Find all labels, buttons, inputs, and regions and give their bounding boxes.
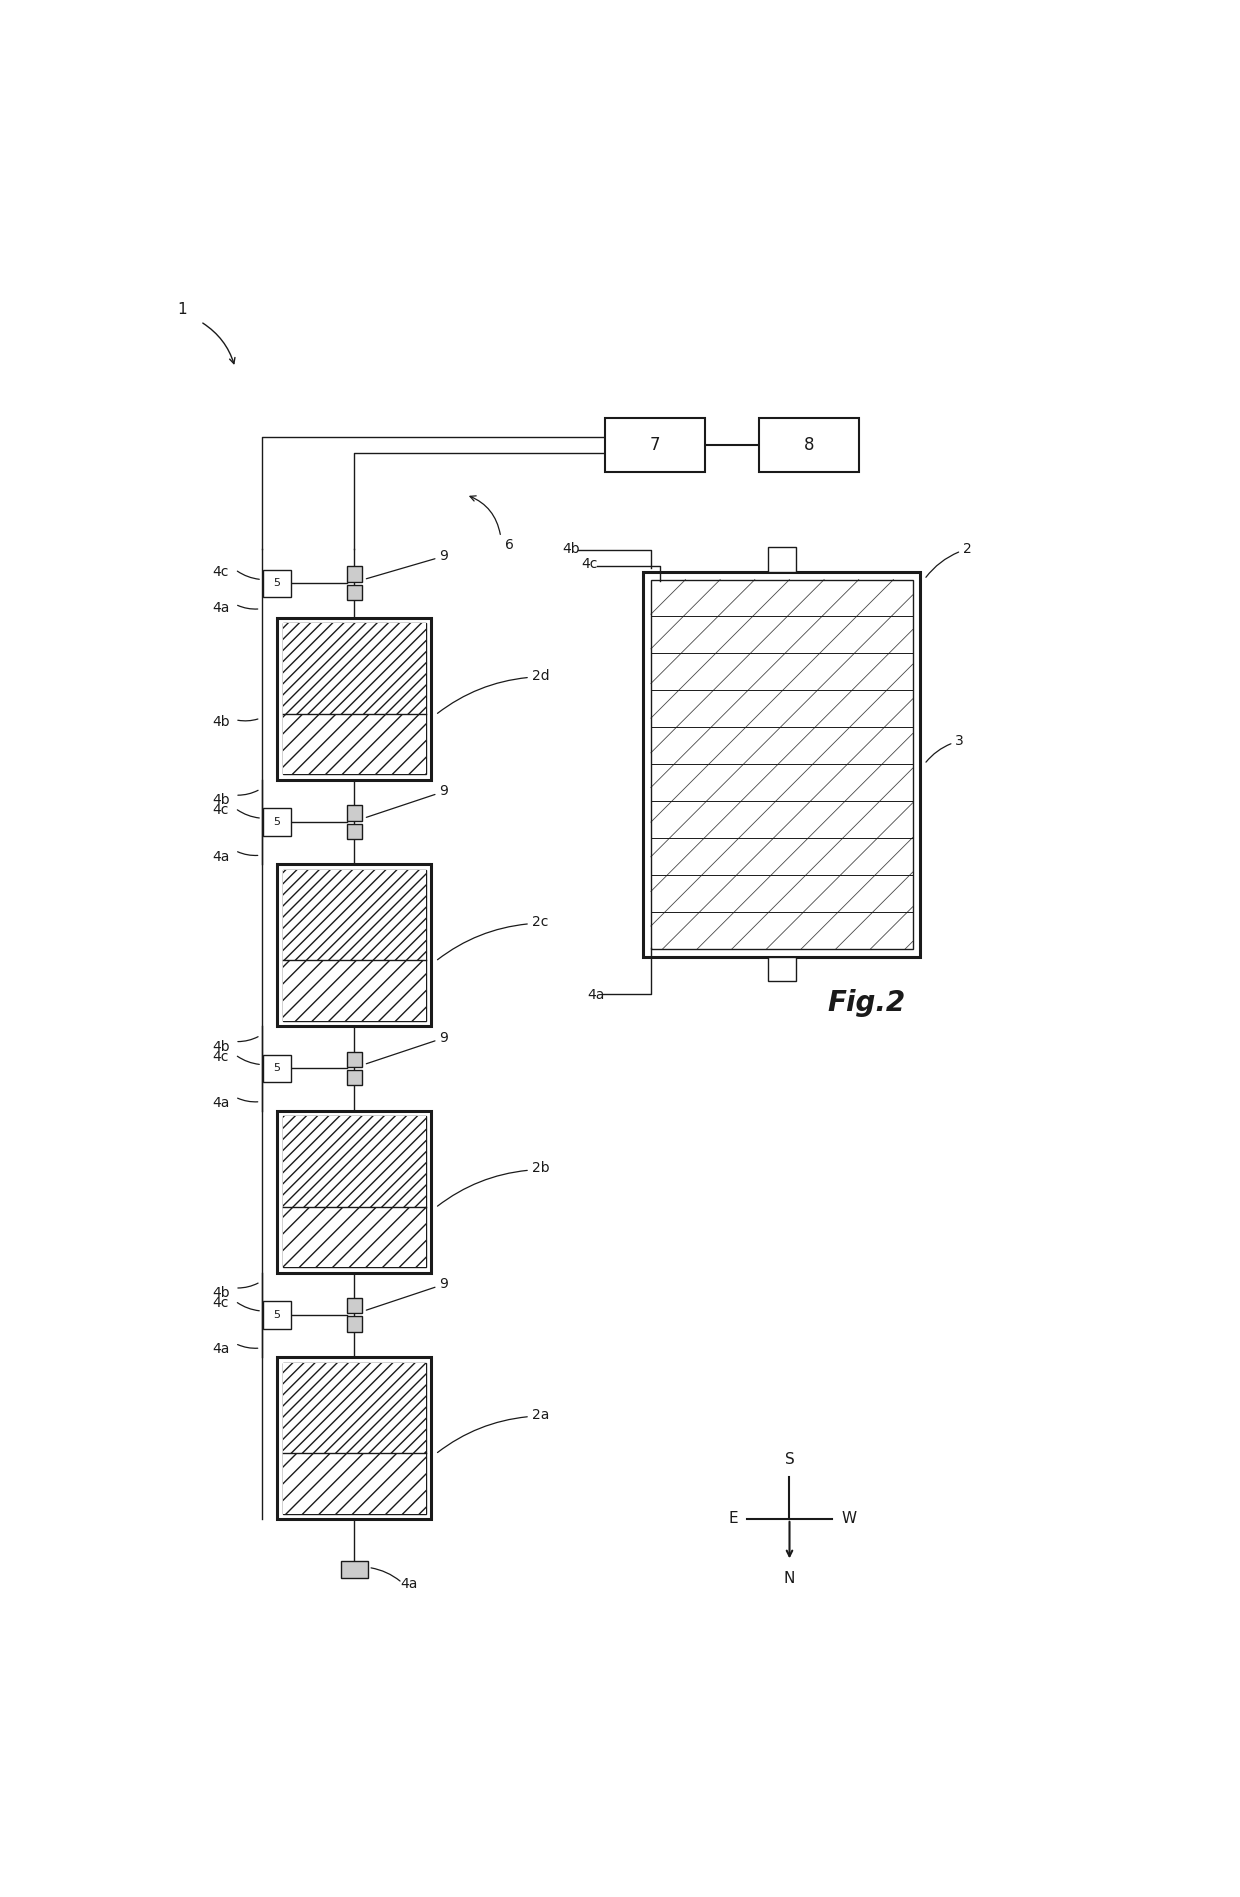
Bar: [768, 546, 796, 571]
Text: 4b: 4b: [563, 541, 580, 556]
Bar: [341, 1561, 368, 1578]
Bar: [283, 1115, 427, 1267]
Bar: [263, 808, 290, 837]
Text: 5: 5: [273, 1064, 280, 1074]
Text: 4a: 4a: [212, 1096, 229, 1110]
Bar: [278, 1112, 432, 1273]
Bar: [347, 584, 362, 599]
Text: 5: 5: [273, 1311, 280, 1320]
Text: N: N: [784, 1571, 795, 1586]
Text: 4b: 4b: [212, 793, 229, 808]
Bar: [278, 618, 432, 780]
Text: Fig.1: Fig.1: [812, 573, 890, 601]
Text: 4b: 4b: [212, 715, 229, 728]
Bar: [347, 567, 362, 582]
Text: 4b: 4b: [212, 1286, 229, 1299]
Text: 2d: 2d: [532, 668, 549, 683]
Bar: [283, 871, 427, 1021]
Bar: [283, 1362, 427, 1514]
Text: 4a: 4a: [212, 850, 229, 863]
Text: 9: 9: [439, 1277, 448, 1292]
Bar: [347, 1070, 362, 1085]
Text: 9: 9: [439, 783, 448, 799]
Bar: [347, 823, 362, 838]
Bar: [283, 960, 427, 1021]
Text: 8: 8: [804, 436, 813, 453]
Bar: [759, 417, 859, 472]
Text: 4c: 4c: [212, 1049, 228, 1064]
Text: 4c: 4c: [212, 565, 228, 579]
Bar: [263, 569, 290, 598]
Bar: [347, 804, 362, 821]
Bar: [283, 624, 427, 774]
Bar: [347, 1298, 362, 1313]
Bar: [283, 624, 427, 713]
Text: E: E: [728, 1512, 738, 1527]
Text: 4b: 4b: [212, 1040, 229, 1053]
Bar: [278, 1356, 432, 1519]
Bar: [283, 1206, 427, 1267]
Bar: [605, 417, 704, 472]
Bar: [651, 579, 913, 948]
Text: 4a: 4a: [588, 988, 605, 1002]
Text: 4a: 4a: [212, 601, 229, 615]
Bar: [283, 1453, 427, 1514]
Text: 5: 5: [273, 579, 280, 588]
Text: 4a: 4a: [401, 1576, 418, 1592]
Text: 2a: 2a: [532, 1408, 549, 1423]
Bar: [283, 713, 427, 774]
Text: S: S: [785, 1453, 795, 1468]
Text: 4c: 4c: [212, 804, 228, 818]
Bar: [347, 1051, 362, 1066]
Text: 4c: 4c: [212, 1296, 228, 1311]
Text: W: W: [841, 1512, 856, 1527]
Text: 4c: 4c: [582, 558, 598, 571]
Bar: [768, 956, 796, 981]
Text: 2c: 2c: [532, 914, 548, 930]
Bar: [283, 1115, 427, 1206]
Text: 4a: 4a: [212, 1343, 229, 1356]
Text: Fig.2: Fig.2: [827, 988, 905, 1017]
Text: 5: 5: [273, 818, 280, 827]
Text: 6: 6: [505, 537, 513, 552]
Text: 9: 9: [439, 550, 448, 563]
Bar: [283, 1362, 427, 1453]
Text: 7: 7: [650, 436, 660, 453]
Text: 9: 9: [439, 1030, 448, 1045]
Text: 1: 1: [177, 302, 187, 317]
Text: 3: 3: [955, 734, 963, 747]
Bar: [347, 1317, 362, 1332]
Bar: [263, 1301, 290, 1328]
Bar: [283, 871, 427, 960]
Text: 2b: 2b: [532, 1161, 549, 1176]
Text: 2: 2: [962, 541, 971, 556]
Bar: [644, 571, 920, 956]
Bar: [263, 1055, 290, 1083]
Bar: [278, 865, 432, 1026]
